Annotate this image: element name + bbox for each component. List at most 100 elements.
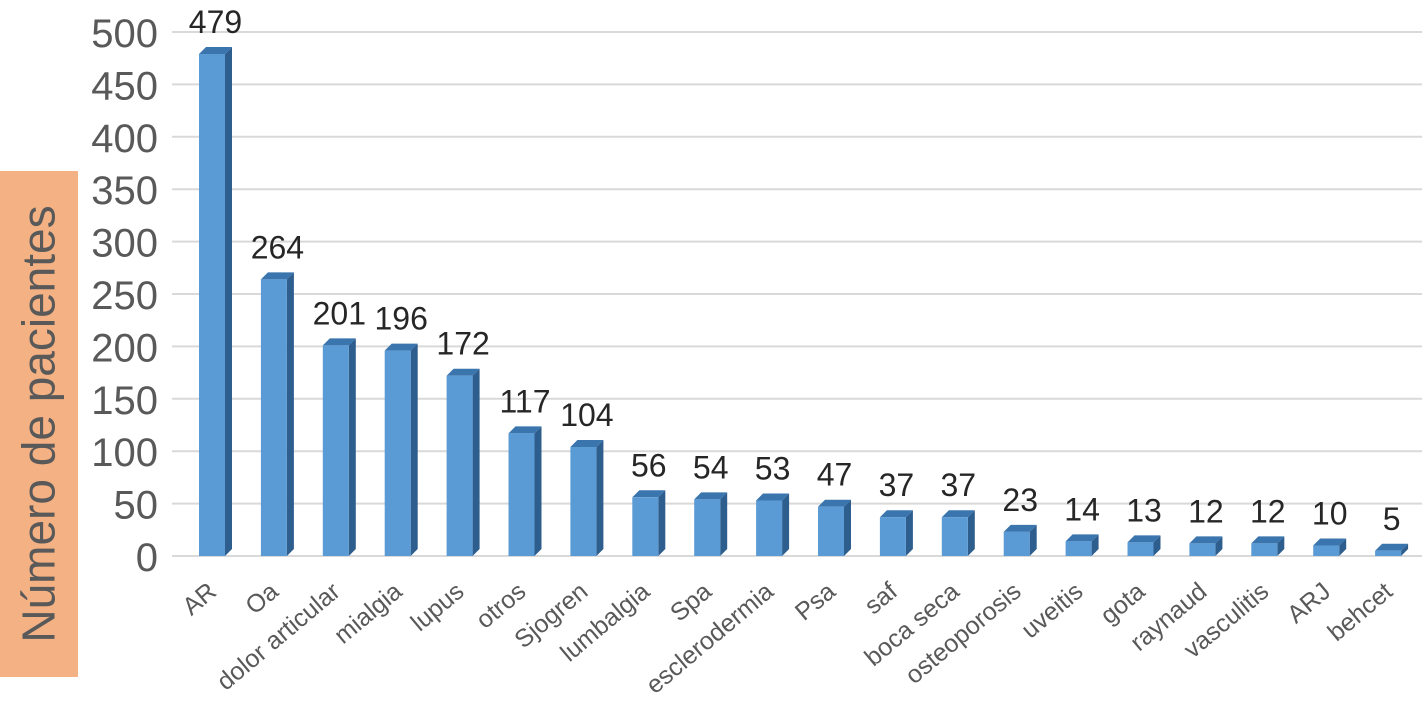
x-tick-label: behcet [1322, 577, 1398, 647]
data-label: 14 [1064, 491, 1100, 527]
bar-side [1215, 536, 1223, 556]
bar [322, 345, 349, 556]
bar [818, 506, 844, 556]
bar-side [410, 343, 418, 556]
data-label: 37 [879, 467, 915, 503]
data-label: 23 [1002, 482, 1038, 518]
bar-side [1091, 534, 1099, 556]
bar-side [782, 493, 790, 556]
bar-top [508, 426, 542, 434]
bar [941, 517, 968, 556]
bar-top [1251, 536, 1285, 544]
bar [1313, 545, 1340, 556]
bar [508, 433, 535, 556]
y-tick-label: 100 [91, 431, 158, 475]
data-label: 37 [941, 467, 977, 503]
bar [694, 499, 721, 556]
bar-side [348, 338, 356, 556]
bar [1375, 550, 1402, 556]
x-tick-label: Oa [240, 577, 284, 620]
bar-top [1127, 535, 1161, 543]
bar-side [472, 368, 480, 556]
data-label: 12 [1250, 493, 1286, 529]
x-tick-label: lupus [406, 577, 470, 637]
data-label: 47 [817, 457, 853, 493]
data-label: 172 [436, 326, 489, 362]
data-label: 5 [1383, 501, 1401, 537]
bar [1189, 543, 1216, 556]
y-tick-label: 450 [91, 64, 158, 108]
x-tick-label: uveitis [1016, 577, 1088, 644]
bar-top [570, 440, 604, 448]
y-tick-label: 250 [91, 274, 158, 318]
data-label: 117 [499, 383, 550, 419]
bar-side [1401, 543, 1409, 556]
bar-top [756, 493, 790, 501]
bar [1127, 542, 1154, 556]
bar-side [1029, 524, 1037, 556]
bar [1003, 531, 1030, 556]
y-tick-label: 50 [114, 484, 159, 528]
bar-side [596, 440, 604, 556]
bar-top [1313, 538, 1347, 546]
bar-top [446, 368, 480, 376]
bar [632, 497, 659, 556]
bar-top [260, 272, 294, 280]
bar [260, 279, 287, 556]
bar-side [844, 499, 851, 556]
bar [446, 375, 473, 556]
bar-side [905, 510, 913, 556]
bar-side [534, 426, 542, 556]
bar-side [967, 510, 975, 556]
data-label: 10 [1312, 496, 1348, 532]
bar [756, 500, 783, 556]
bar-side [720, 492, 728, 556]
bar-top [199, 47, 232, 55]
data-label: 196 [375, 301, 428, 337]
x-tick-label: AR [177, 577, 222, 621]
bar [879, 517, 906, 556]
bar [384, 350, 411, 556]
y-tick-label: 400 [91, 117, 158, 161]
data-label: 13 [1126, 492, 1162, 528]
bar-top [1375, 543, 1409, 551]
bar [199, 54, 225, 557]
bar-side [1339, 538, 1347, 556]
data-label: 104 [560, 397, 613, 433]
bar-top [879, 510, 913, 518]
bar [1251, 543, 1278, 556]
bar-top [1003, 524, 1037, 532]
data-label: 479 [189, 4, 242, 40]
bar-side [1277, 536, 1285, 556]
y-axis-title: Número de pacientes [13, 205, 65, 643]
bar-top [818, 499, 851, 507]
bar-top [941, 510, 975, 518]
y-axis-title-box: Número de pacientes [0, 171, 78, 677]
y-tick-label: 350 [91, 169, 158, 213]
bar [570, 447, 597, 556]
bar [1065, 541, 1092, 556]
x-tick-label: saf [859, 577, 903, 620]
data-label: 53 [755, 450, 791, 486]
bar-top [1189, 536, 1223, 544]
bar-top [384, 343, 418, 351]
y-tick-label: 300 [91, 222, 158, 266]
data-label: 201 [313, 295, 366, 331]
bar-side [1153, 535, 1161, 556]
bar-top [632, 490, 666, 498]
bar-side [286, 272, 294, 556]
bar-side [225, 47, 232, 557]
data-label: 12 [1188, 493, 1224, 529]
data-label: 56 [631, 447, 667, 483]
y-tick-label: 150 [91, 379, 158, 423]
bar-top [1065, 534, 1099, 542]
bar-top [694, 492, 728, 500]
y-tick-label: 0 [136, 536, 158, 580]
y-tick-label: 500 [91, 12, 158, 56]
y-tick-label: 200 [91, 326, 158, 370]
data-label: 264 [251, 229, 304, 265]
data-label: 54 [693, 449, 729, 485]
y-axis-title-background [0, 171, 78, 677]
